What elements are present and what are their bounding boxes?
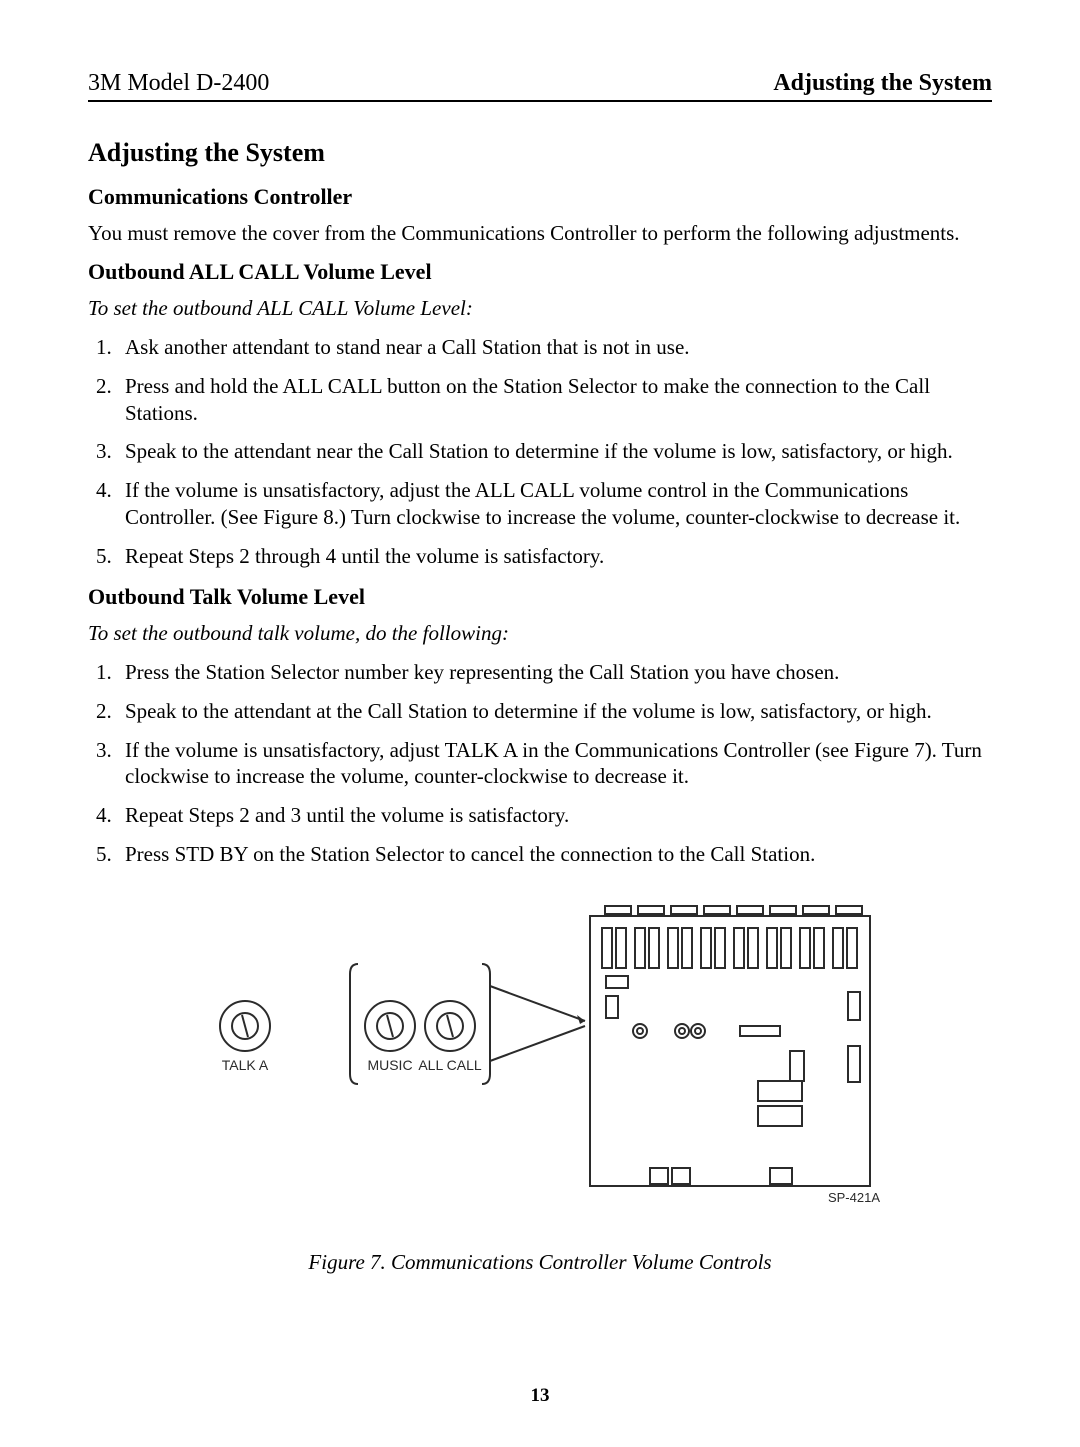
section-allcall-lead: To set the outbound ALL CALL Volume Leve… (88, 295, 992, 322)
page-number: 13 (88, 1385, 992, 1407)
knob-allcall: ALL CALL (418, 1001, 482, 1073)
talk-list: Press the Station Selector number key re… (88, 659, 992, 868)
knob-label: TALK A (222, 1057, 269, 1073)
knob-talk-a: TALK A (220, 1001, 270, 1073)
list-item: Press STD BY on the Station Selector to … (117, 841, 992, 868)
allcall-list: Ask another attendant to stand near a Ca… (88, 334, 992, 570)
list-item: Speak to the attendant at the Call Stati… (117, 698, 992, 725)
list-item: If the volume is unsatisfactory, adjust … (117, 737, 992, 791)
page-title: Adjusting the System (88, 138, 992, 168)
knob-music: MUSIC (365, 1001, 415, 1073)
list-item: Speak to the attendant near the Call Sta… (117, 438, 992, 465)
section-talk-lead: To set the outbound talk volume, do the … (88, 620, 992, 647)
list-item: Ask another attendant to stand near a Ca… (117, 334, 992, 361)
circuit-board (590, 906, 870, 1186)
list-item: Press the Station Selector number key re… (117, 659, 992, 686)
list-item: If the volume is unsatisfactory, adjust … (117, 477, 992, 531)
board-tag: SP-421A (828, 1190, 880, 1205)
list-item: Press and hold the ALL CALL button on th… (117, 373, 992, 427)
page-header: 3M Model D-2400 Adjusting the System (88, 70, 992, 102)
knob-label: ALL CALL (418, 1057, 482, 1073)
section-comm-title: Communications Controller (88, 184, 992, 210)
knob-label: MUSIC (367, 1057, 412, 1073)
page: 3M Model D-2400 Adjusting the System Adj… (0, 0, 1080, 1447)
section-comm-intro: You must remove the cover from the Commu… (88, 220, 992, 247)
header-right: Adjusting the System (773, 70, 992, 97)
section-allcall-title: Outbound ALL CALL Volume Level (88, 259, 992, 285)
list-item: Repeat Steps 2 through 4 until the volum… (117, 543, 992, 570)
figure-caption: Figure 7. Communications Controller Volu… (88, 1250, 992, 1275)
list-item: Repeat Steps 2 and 3 until the volume is… (117, 802, 992, 829)
section-talk-title: Outbound Talk Volume Level (88, 584, 992, 610)
figure: TALK A MUSIC ALL CALL (88, 896, 992, 1275)
header-left: 3M Model D-2400 (88, 70, 269, 97)
figure-svg: TALK A MUSIC ALL CALL (190, 896, 890, 1226)
